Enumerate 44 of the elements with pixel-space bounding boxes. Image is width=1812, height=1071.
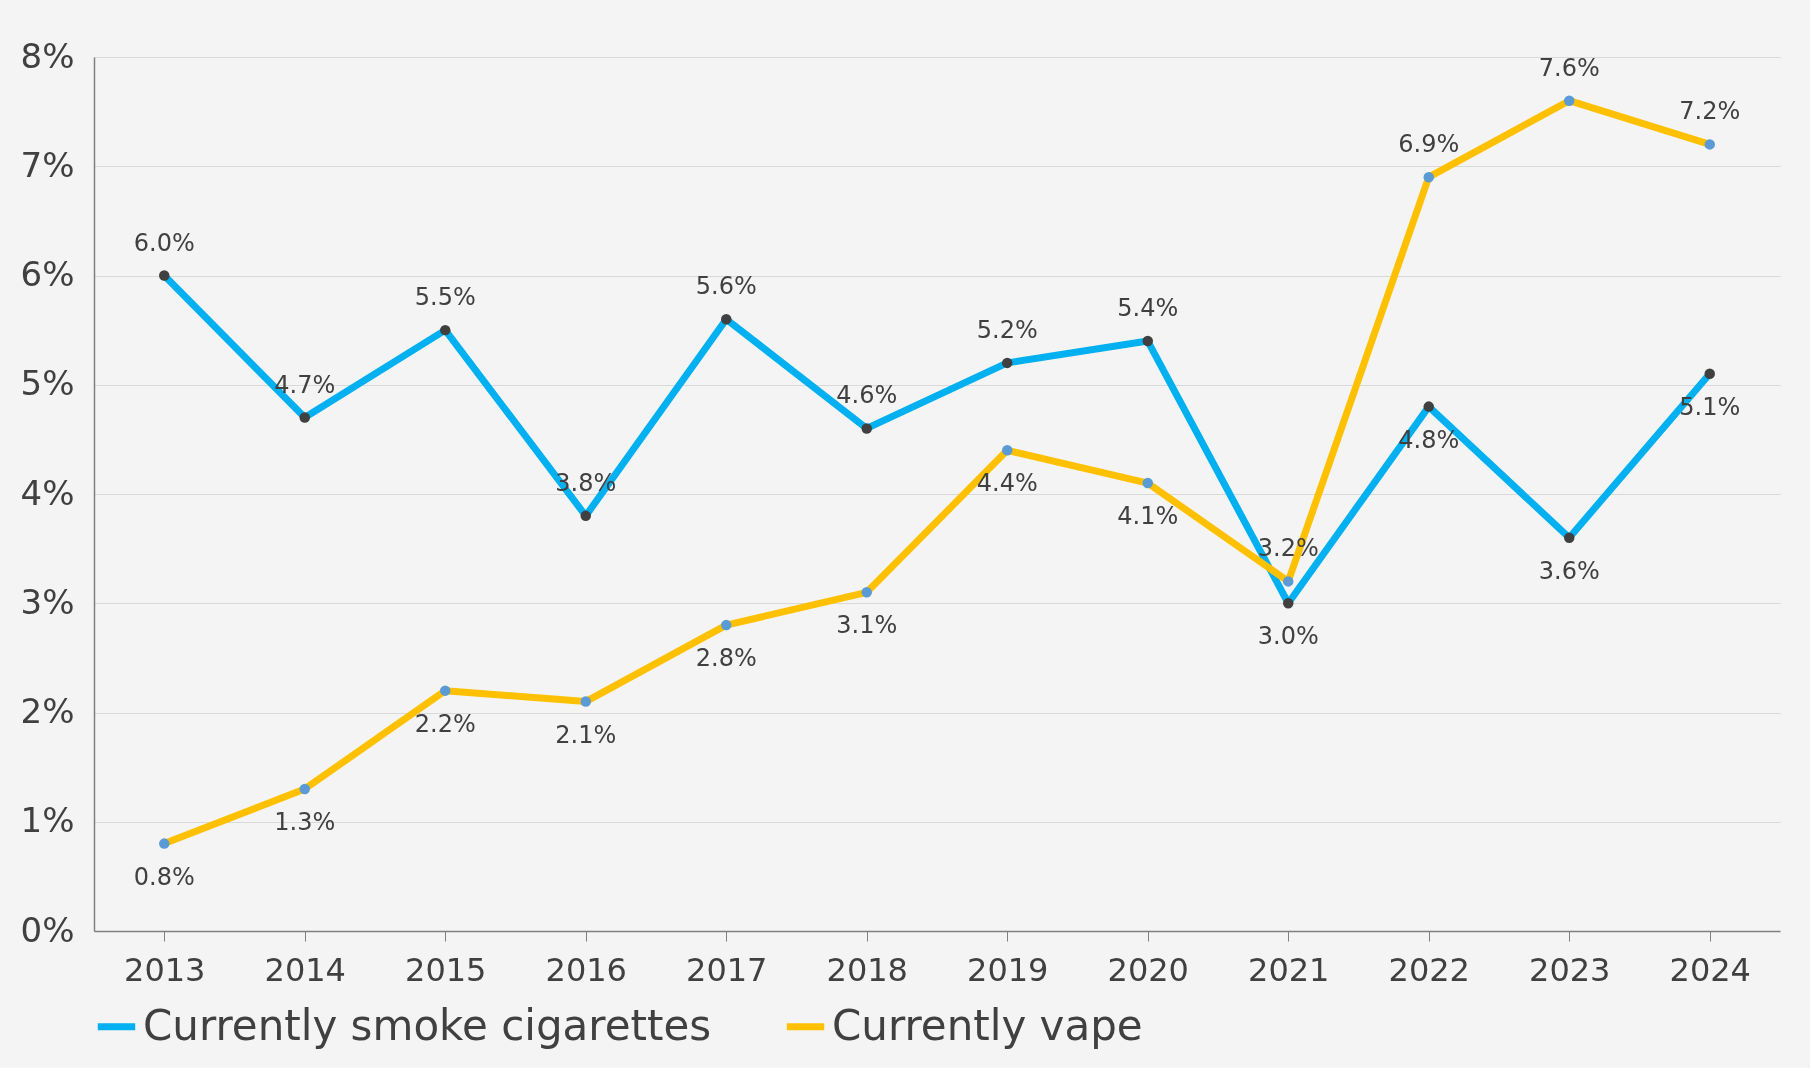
- x-tick-label: 2014: [264, 950, 346, 989]
- y-tick-label: 0%: [20, 909, 75, 950]
- data-label: 6.0%: [133, 228, 195, 257]
- data-label: 3.0%: [1257, 622, 1319, 651]
- data-label: 3.6%: [1538, 556, 1600, 585]
- data-label: 7.6%: [1538, 53, 1600, 82]
- data-label: 4.7%: [274, 370, 336, 399]
- x-tick-label: 2024: [1669, 950, 1751, 989]
- data-label: 2.8%: [695, 644, 757, 673]
- data-label: 2.2%: [414, 709, 476, 738]
- y-tick-label: 1%: [20, 800, 75, 841]
- data-label: 7.2%: [1679, 97, 1741, 126]
- x-tick-label: 2017: [686, 950, 768, 989]
- data-label: 6.9%: [1398, 130, 1460, 159]
- data-label: 5.4%: [1117, 294, 1179, 323]
- y-tick-label: 6%: [20, 254, 75, 294]
- data-label: 5.6%: [695, 272, 757, 301]
- x-tick-label: 2015: [405, 950, 487, 989]
- x-tick-label: 2023: [1529, 950, 1611, 989]
- data-label: 2.1%: [555, 720, 617, 749]
- y-tick-label: 5%: [20, 363, 75, 404]
- x-tick-label: 2016: [545, 950, 627, 989]
- data-label: 5.1%: [1679, 392, 1741, 421]
- legend-label: Currently smoke cigarettes: [143, 1000, 712, 1050]
- y-tick-label: 2%: [20, 691, 75, 731]
- data-label: 4.4%: [976, 469, 1038, 498]
- data-label: 4.6%: [836, 381, 898, 410]
- y-tick-label: 7%: [20, 144, 75, 185]
- x-tick-label: 2020: [1107, 950, 1189, 989]
- x-tick-label: 2021: [1248, 950, 1330, 989]
- y-tick-label: 3%: [20, 581, 75, 622]
- x-tick-label: 2018: [826, 950, 908, 989]
- y-tick-label: 8%: [20, 35, 75, 76]
- x-tick-label: 2013: [124, 950, 206, 989]
- data-label: 1.3%: [274, 807, 336, 836]
- data-label: 3.1%: [836, 611, 898, 640]
- data-label: 5.5%: [414, 283, 476, 312]
- data-label: 0.8%: [133, 862, 195, 891]
- data-label: 4.1%: [1117, 502, 1179, 531]
- x-tick-label: 2019: [967, 950, 1049, 989]
- legend-label: Currently vape: [832, 1000, 1143, 1050]
- x-tick-label: 2022: [1388, 950, 1470, 989]
- y-tick-label: 4%: [20, 472, 75, 513]
- data-label: 5.2%: [976, 315, 1038, 344]
